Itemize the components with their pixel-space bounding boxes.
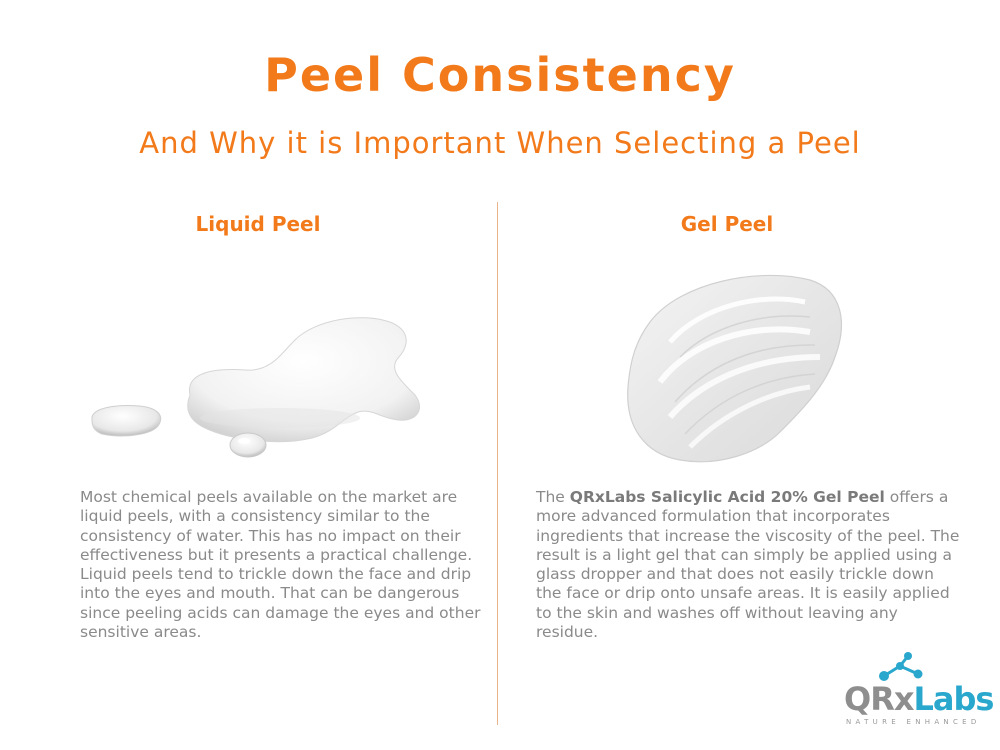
liquid-peel-description: Most chemical peels available on the mar…: [80, 488, 481, 642]
gel-text-intro: The: [536, 488, 570, 506]
gel-peel-description: The QRxLabs Salicylic Acid 20% Gel Peel …: [536, 488, 961, 642]
page-title: Peel Consistency: [264, 48, 736, 102]
liquid-puddle-image: [91, 317, 420, 458]
gel-swatch-image: [627, 274, 842, 463]
gel-text-rest: offers a more advanced formulation that …: [536, 488, 960, 642]
brand-tagline: NATURE ENHANCED: [846, 718, 981, 726]
column-divider: [497, 202, 498, 725]
brand-logo: QRxLabs NATURE ENHANCED: [842, 652, 994, 732]
brand-labs: Labs: [913, 680, 994, 718]
brand-name: QRxLabs: [844, 680, 994, 718]
molecule-icon: [879, 652, 923, 681]
gel-peel-heading: Gel Peel: [680, 212, 774, 236]
brand-qrx: QRx: [844, 680, 914, 718]
page-subtitle: And Why it is Important When Selecting a…: [139, 126, 861, 160]
liquid-peel-heading: Liquid Peel: [195, 212, 321, 236]
gel-product-name: QRxLabs Salicylic Acid 20% Gel Peel: [569, 488, 885, 506]
